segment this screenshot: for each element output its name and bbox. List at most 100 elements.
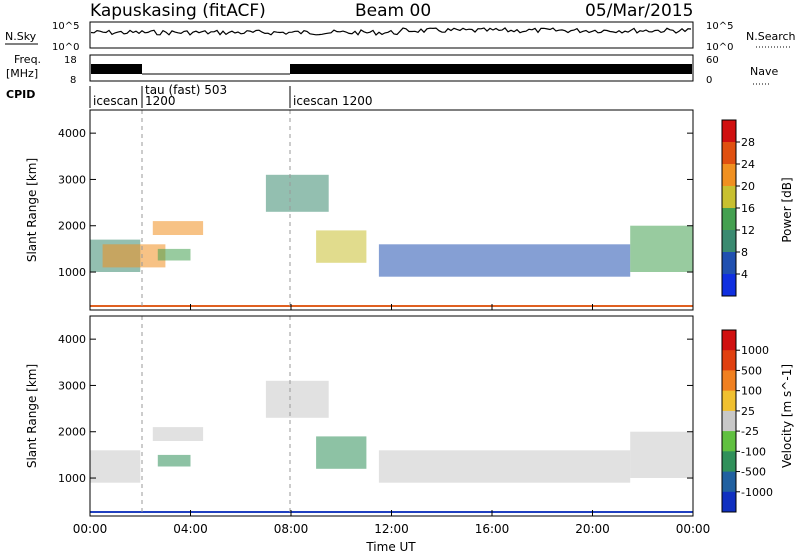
velocity-cbar-tick-label-6: -500	[741, 466, 766, 479]
velocity-cbar-swatch-1	[722, 350, 736, 371]
power-colorbar-label: Power [dB]	[780, 177, 794, 242]
velocity-ytick-label-3: 4000	[58, 333, 86, 346]
power-region-3	[157, 248, 191, 261]
velocity-xtick-label-3: 12:00	[374, 522, 409, 536]
power-cbar-swatch-1	[722, 142, 736, 165]
power-cbar-tick-label-4: 20	[741, 180, 755, 193]
velocity-cbar-swatch-5	[722, 431, 736, 452]
power-region-1	[102, 244, 166, 268]
power-ylabel: Slant Range [km]	[25, 158, 39, 262]
velocity-cbar-swatch-7	[722, 471, 736, 493]
velocity-xtick-label-2: 08:00	[274, 522, 309, 536]
velocity-cbar-swatch-3	[722, 390, 736, 412]
velocity-cbar-swatch-4	[722, 410, 736, 432]
power-x-ticks	[89, 304, 694, 310]
velocity-x-ticks: 00:00 04:00 08:00 12:00 16:00 20:00 00:00	[73, 510, 711, 536]
velocity-ytick-label-2: 3000	[58, 379, 86, 392]
x-axis-title: Time UT	[365, 540, 416, 554]
nave-tick-bottom: 0	[706, 75, 712, 86]
power-y-ticks: 1000 2000 3000 4000	[58, 127, 693, 279]
velocity-cbar-swatch-8	[722, 491, 736, 513]
nave-tick-top: 60	[706, 55, 719, 66]
power-ytick-label-0: 1000	[58, 266, 86, 279]
power-marks	[90, 174, 693, 277]
nsearch-label: N.Search	[746, 30, 796, 43]
nsky-trace	[90, 27, 692, 36]
velocity-ytick-label-1: 2000	[58, 426, 86, 439]
freq-panel	[89, 54, 694, 82]
power-region-2	[152, 221, 204, 235]
power-cbar-swatch-5	[722, 230, 736, 253]
nsearch-tick-top: 10^5	[706, 21, 733, 32]
cpid-seg-tau: tau (fast) 503	[145, 83, 227, 97]
power-cbar-swatch-0	[722, 120, 736, 143]
freq-unit: [MHz]	[6, 67, 38, 80]
power-ytick-label-3: 4000	[58, 127, 86, 140]
velocity-cbar-tick-label-5: -100	[741, 445, 766, 458]
velocity-ylabel: Slant Range [km]	[25, 364, 39, 468]
velocity-colorbar: 1000 500 100 25 -25 -100 -500 -1000	[721, 329, 773, 513]
nave-label: Nave	[750, 65, 778, 78]
velocity-xtick-label-6: 00:00	[676, 522, 711, 536]
nsky-tick-bottom: 10^0	[52, 42, 79, 53]
velocity-cbar-tick-label-0: 1000	[741, 344, 769, 357]
velocity-xtick-label-1: 04:00	[173, 522, 208, 536]
freq-trace-early	[91, 64, 142, 74]
power-cbar-tick-label-0: 4	[741, 268, 748, 281]
velocity-ytick-label-0: 1000	[58, 472, 86, 485]
velocity-region-2	[157, 454, 191, 467]
freq-tick-top: 18	[64, 55, 77, 66]
cpid-seg-icescan: icescan	[93, 94, 138, 108]
freq-label: Freq.	[14, 53, 41, 66]
velocity-xtick-label-0: 00:00	[73, 522, 108, 536]
nsky-label: N.Sky	[5, 30, 37, 43]
freq-tick-bottom: 8	[70, 75, 76, 86]
beam-title: Beam 00	[355, 1, 431, 21]
nsky-tick-top: 10^5	[52, 21, 79, 32]
nsearch-tick-bottom: 10^0	[706, 42, 733, 53]
velocity-cbar-swatch-0	[722, 330, 736, 351]
date-title: 05/Mar/2015	[585, 1, 693, 21]
velocity-y-ticks: 1000 2000 3000 4000	[58, 333, 693, 485]
freq-trace-late	[290, 64, 692, 74]
power-cbar-tick-label-2: 12	[741, 224, 755, 237]
power-cbar-swatch-2	[722, 164, 736, 187]
velocity-colorbar-label: Velocity [m s^-1]	[780, 364, 794, 468]
nsky-panel	[89, 21, 694, 49]
power-region-4	[265, 174, 329, 212]
cpid-label: CPID	[6, 88, 35, 101]
velocity-cbar-tick-label-1: 500	[741, 364, 762, 377]
power-cbar-tick-label-5: 24	[741, 158, 755, 171]
power-region-7	[630, 225, 693, 272]
power-cbar-tick-label-1: 8	[741, 246, 748, 259]
power-cbar-swatch-7	[722, 274, 736, 297]
velocity-region-0	[90, 450, 141, 483]
velocity-xtick-label-4: 16:00	[475, 522, 510, 536]
power-cbar-swatch-6	[722, 252, 736, 275]
velocity-cbar-swatch-6	[722, 451, 736, 472]
velocity-panel: 1000 2000 3000 4000 00:00 04:00 08:00 12:00 16:…	[58, 315, 711, 536]
velocity-cbar-tick-label-7: -1000	[741, 486, 773, 499]
velocity-region-1	[152, 427, 204, 441]
power-panel: 1000 2000 3000 4000	[58, 109, 694, 311]
power-cbar-swatch-4	[722, 208, 736, 231]
power-cbar-tick-label-3: 16	[741, 202, 755, 215]
velocity-xtick-label-5: 20:00	[575, 522, 610, 536]
velocity-cbar-tick-label-3: 25	[741, 405, 755, 418]
station-title: Kapuskasing (fitACF)	[90, 1, 266, 21]
power-cbar-tick-label-6: 28	[741, 136, 755, 149]
power-region-5	[316, 230, 367, 263]
power-ytick-label-2: 3000	[58, 173, 86, 186]
power-colorbar: 4 8 12 16 20 24 28	[721, 119, 755, 297]
velocity-region-6	[630, 431, 693, 478]
power-cbar-swatch-3	[722, 186, 736, 209]
velocity-marks	[90, 380, 693, 483]
velocity-cbar-tick-label-2: 100	[741, 385, 762, 398]
velocity-region-5	[378, 450, 631, 483]
power-ytick-label-1: 2000	[58, 220, 86, 233]
velocity-cbar-swatch-2	[722, 370, 736, 392]
cpid-seg-1200: 1200	[145, 94, 176, 108]
velocity-region-4	[316, 436, 367, 469]
power-region-6	[378, 244, 631, 277]
